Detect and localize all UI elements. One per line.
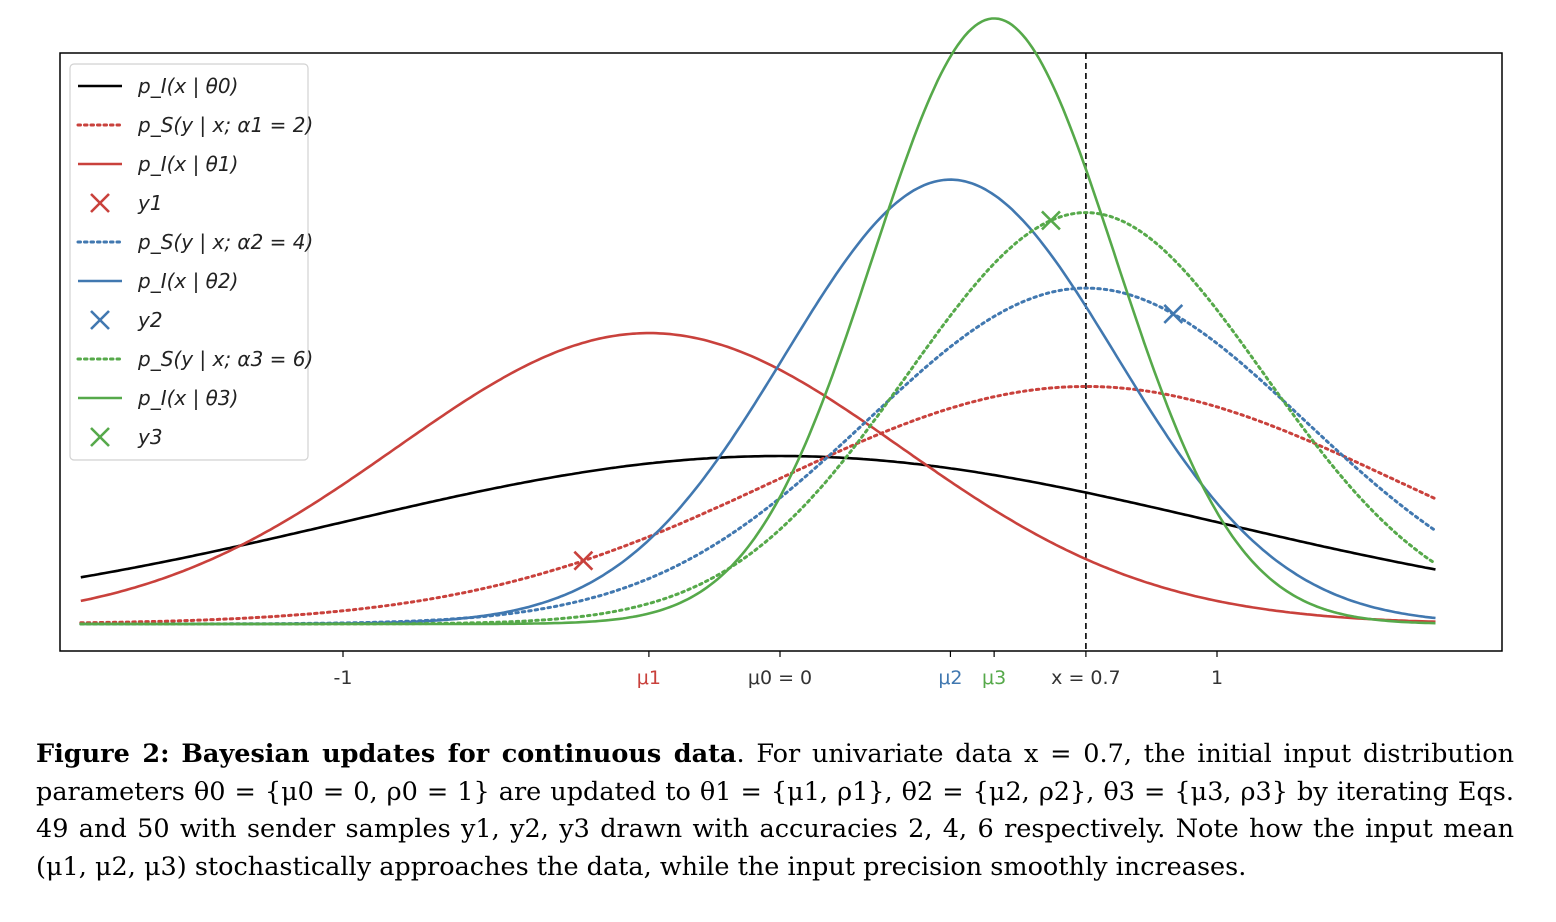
x-tick-label-1: μ1 xyxy=(637,667,661,689)
sample-marker-y2 xyxy=(1163,303,1184,324)
figure-caption: Figure 2: Bayesian updates for continuou… xyxy=(36,739,1514,882)
caption-text: For univariate data x = 0.7, the initial… xyxy=(36,739,1514,882)
x-tick-label-6: 1 xyxy=(1211,667,1223,689)
legend-label-1: p_S(y | x; α1 = 2) xyxy=(137,113,313,137)
series-curve-0 xyxy=(80,454,1436,579)
legend-label-3: y1 xyxy=(137,191,163,215)
sample-marker-y1 xyxy=(573,550,594,571)
plot-frame xyxy=(59,52,1503,652)
legend-marker-3 xyxy=(90,193,110,213)
x-tick-label-3: μ2 xyxy=(938,667,962,689)
x-tick-label-5: x = 0.7 xyxy=(1051,667,1120,689)
x-tick-label-0: -1 xyxy=(334,667,353,689)
series-curve-8 xyxy=(80,17,1436,626)
series-curve-1 xyxy=(79,385,1437,625)
legend-box xyxy=(69,63,309,461)
legend-label-6: y2 xyxy=(137,308,163,332)
legend-label-5: p_I(x | θ2) xyxy=(137,269,238,293)
legend-marker-6 xyxy=(90,310,110,330)
series-curve-2 xyxy=(80,331,1436,623)
legend-label-2: p_I(x | θ1) xyxy=(137,152,238,176)
legend-marker-9 xyxy=(90,427,110,447)
legend-label-9: y3 xyxy=(137,425,163,449)
caption-label: Figure 2: xyxy=(36,739,170,769)
series-curve-4 xyxy=(79,286,1437,626)
legend-label-8: p_I(x | θ3) xyxy=(137,386,238,410)
caption-heading: Bayesian updates for continuous data xyxy=(181,739,737,769)
chart: -1 μ1 μ0 = 0 μ2 μ3 x = 0.7 1 p_I(x | θ0) p_S(y |… xyxy=(59,17,1503,689)
legend-label-0: p_I(x | θ0) xyxy=(137,74,238,98)
x-tick-label-4: μ3 xyxy=(982,667,1006,689)
sample-marker-y3 xyxy=(1041,210,1061,231)
series-curve-7 xyxy=(79,211,1437,626)
legend-label-4: p_S(y | x; α2 = 4) xyxy=(137,230,313,254)
legend-label-7: p_S(y | x; α3 = 6) xyxy=(137,347,313,371)
x-tick-label-2: μ0 = 0 xyxy=(748,667,812,689)
